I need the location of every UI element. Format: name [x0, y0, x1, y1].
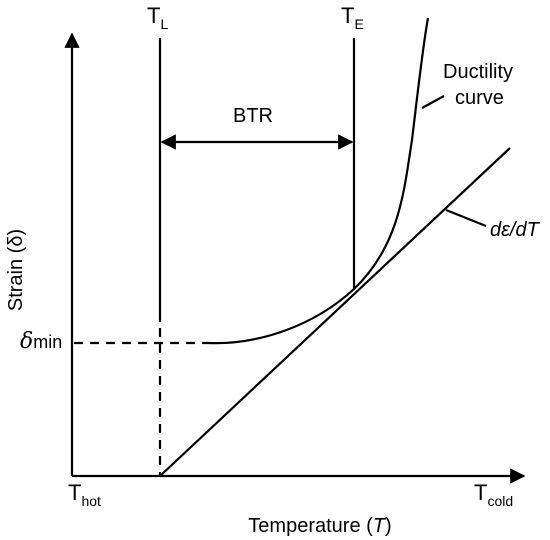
x-end-label: Tcold	[474, 480, 513, 509]
y-axis-label: Strain (δ)	[5, 229, 27, 311]
btr-label: BTR	[233, 105, 273, 127]
ductility-curve	[207, 17, 430, 345]
tl-label: TL	[147, 3, 168, 32]
ductility-label-line1: Ductility	[443, 61, 513, 83]
x-axis-label: Temperature (T)	[248, 515, 391, 537]
ductility-label-line2: curve	[455, 87, 504, 109]
strain-rate-leader	[445, 208, 487, 228]
x-start-label: Thot	[68, 480, 101, 509]
strain-rate-line	[159, 147, 511, 477]
delta-min-label: δmin	[20, 329, 62, 354]
strain-rate-label: dε/dT	[490, 219, 541, 241]
te-label: TE	[341, 3, 364, 32]
ductility-leader	[421, 95, 445, 109]
